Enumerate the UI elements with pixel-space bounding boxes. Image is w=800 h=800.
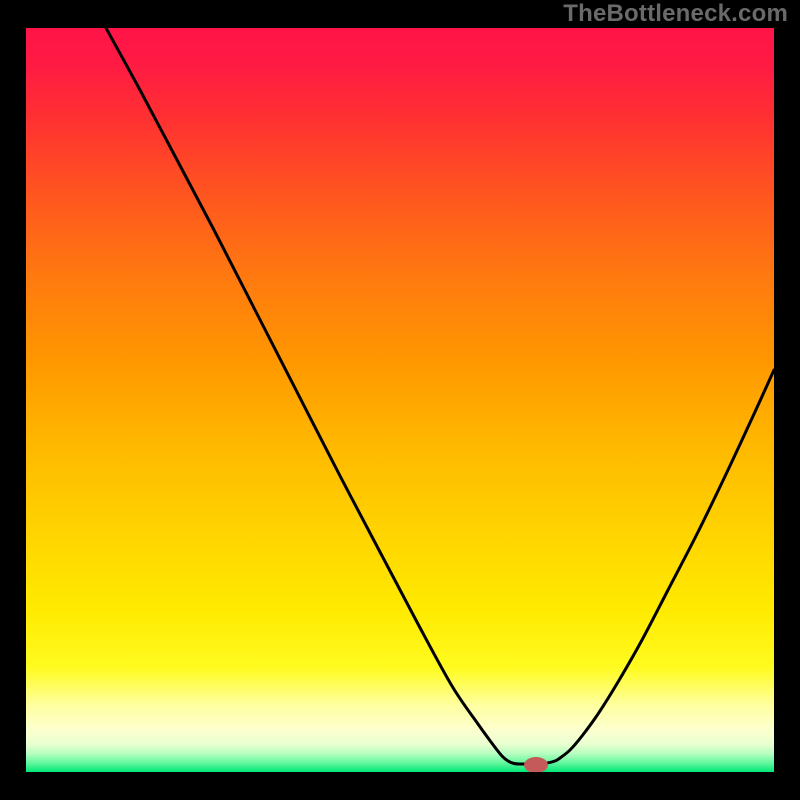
bottleneck-chart	[0, 0, 800, 800]
chart-container: { "watermark": { "text": "TheBottleneck.…	[0, 0, 800, 800]
plot-area	[26, 28, 774, 772]
optimal-marker	[524, 757, 548, 773]
